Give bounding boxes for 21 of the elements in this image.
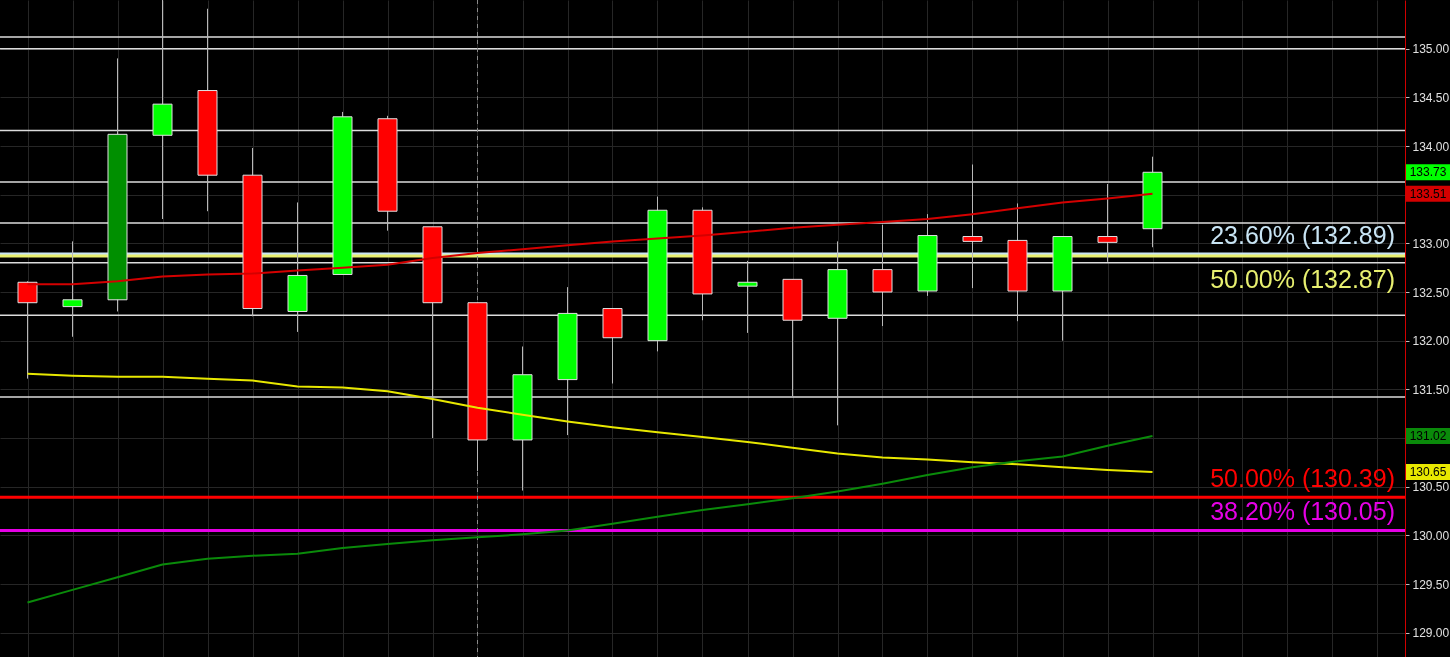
line-series	[26, 435, 1154, 604]
y-tick-label: 131.50	[1412, 382, 1450, 397]
line-series	[26, 372, 1154, 474]
y-tick-label: 132.00	[1412, 334, 1450, 349]
annotation: 133.51	[1409, 186, 1447, 201]
annotation: 133.73	[1409, 165, 1447, 180]
y-tick-label: 134.50	[1412, 90, 1450, 105]
annotation: 131.02	[1409, 429, 1447, 444]
y-tick-label: 134.00	[1412, 139, 1450, 154]
annotation: 130.65	[1409, 465, 1447, 480]
ref-line-label: 50.00% (132.87)	[1210, 264, 1395, 293]
y-tick-label: 130.50	[1412, 480, 1450, 495]
y-tick-label: 135.00	[1412, 42, 1450, 57]
y-tick-label: 129.50	[1412, 577, 1450, 592]
y-tick-label: 129.00	[1412, 626, 1450, 641]
ref-line-label: 23.60% (132.89)	[1210, 221, 1395, 250]
y-tick-label: 132.50	[1412, 285, 1450, 300]
y-tick-label: 130.00	[1412, 528, 1450, 543]
ref-line-label: 38.20% (130.05)	[1210, 497, 1395, 526]
ref-line-label: 50.00% (130.39)	[1210, 464, 1395, 493]
y-tick-label: 133.00	[1412, 236, 1450, 251]
